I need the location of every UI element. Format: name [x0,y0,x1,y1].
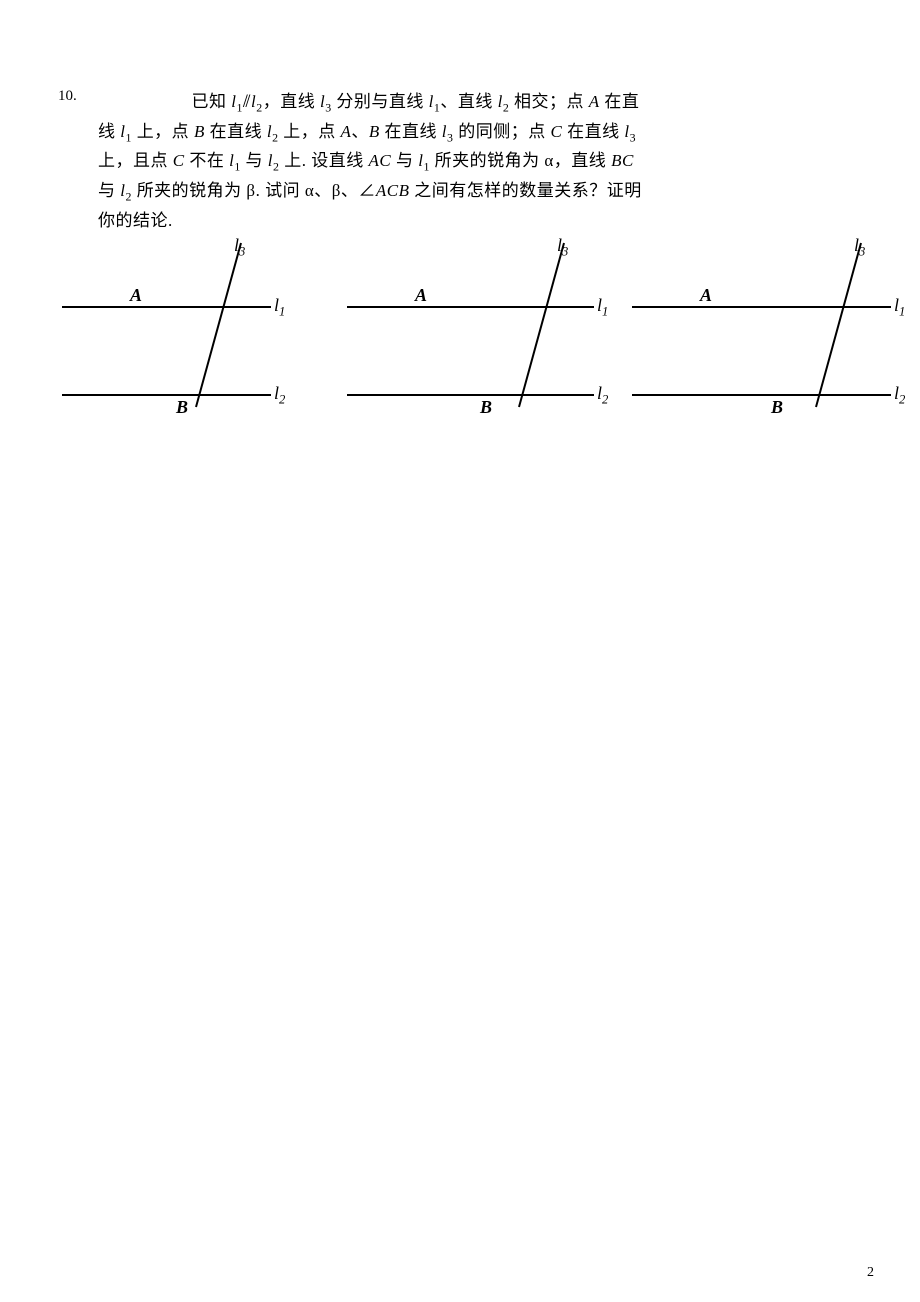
label-l1: l1 [597,295,608,320]
problem-line-1: 已知 l1⫽l2，直线 l3 分别与直线 l1、直线 l2 相交；点 A 在直 [98,88,768,118]
label-B: B [771,397,783,418]
label-A: A [700,285,712,306]
diagram-3: l3l1l2AB [626,235,891,410]
diagram-2: l3l1l2AB [341,235,606,410]
label-B: B [480,397,492,418]
diagrams-container: l3l1l2ABl3l1l2ABl3l1l2AB [56,235,891,410]
problem-line-5: 你的结论. [98,207,768,236]
problem-line-4: 与 l2 所夹的锐角为 β. 试问 α、β、∠ACB 之间有怎样的数量关系？证明 [98,177,768,207]
problem-number: 10. [58,88,77,105]
problem-line-2: 线 l1 上，点 B 在直线 l2 上，点 A、B 在直线 l3 的同侧；点 C… [98,118,768,148]
problem-line-3: 上，且点 C 不在 l1 与 l2 上. 设直线 AC 与 l1 所夹的锐角为 … [98,147,768,177]
label-l3: l3 [557,235,568,260]
label-B: B [176,397,188,418]
label-A: A [415,285,427,306]
page-number: 2 [867,1265,874,1281]
diagram-svg [341,235,606,410]
label-l1: l1 [274,295,285,320]
label-l2: l2 [597,383,608,408]
label-l2: l2 [274,383,285,408]
label-l3: l3 [854,235,865,260]
problem-text: 已知 l1⫽l2，直线 l3 分别与直线 l1、直线 l2 相交；点 A 在直 … [98,88,768,235]
diagram-1: l3l1l2AB [56,235,321,410]
diagram-svg [626,235,891,410]
problem-line-1-indent: 已知 l1⫽l2，直线 l3 分别与直线 l1、直线 l2 相交；点 A 在直 [192,92,640,111]
label-l2: l2 [894,383,905,408]
label-l3: l3 [234,235,245,260]
label-A: A [130,285,142,306]
label-l1: l1 [894,295,905,320]
